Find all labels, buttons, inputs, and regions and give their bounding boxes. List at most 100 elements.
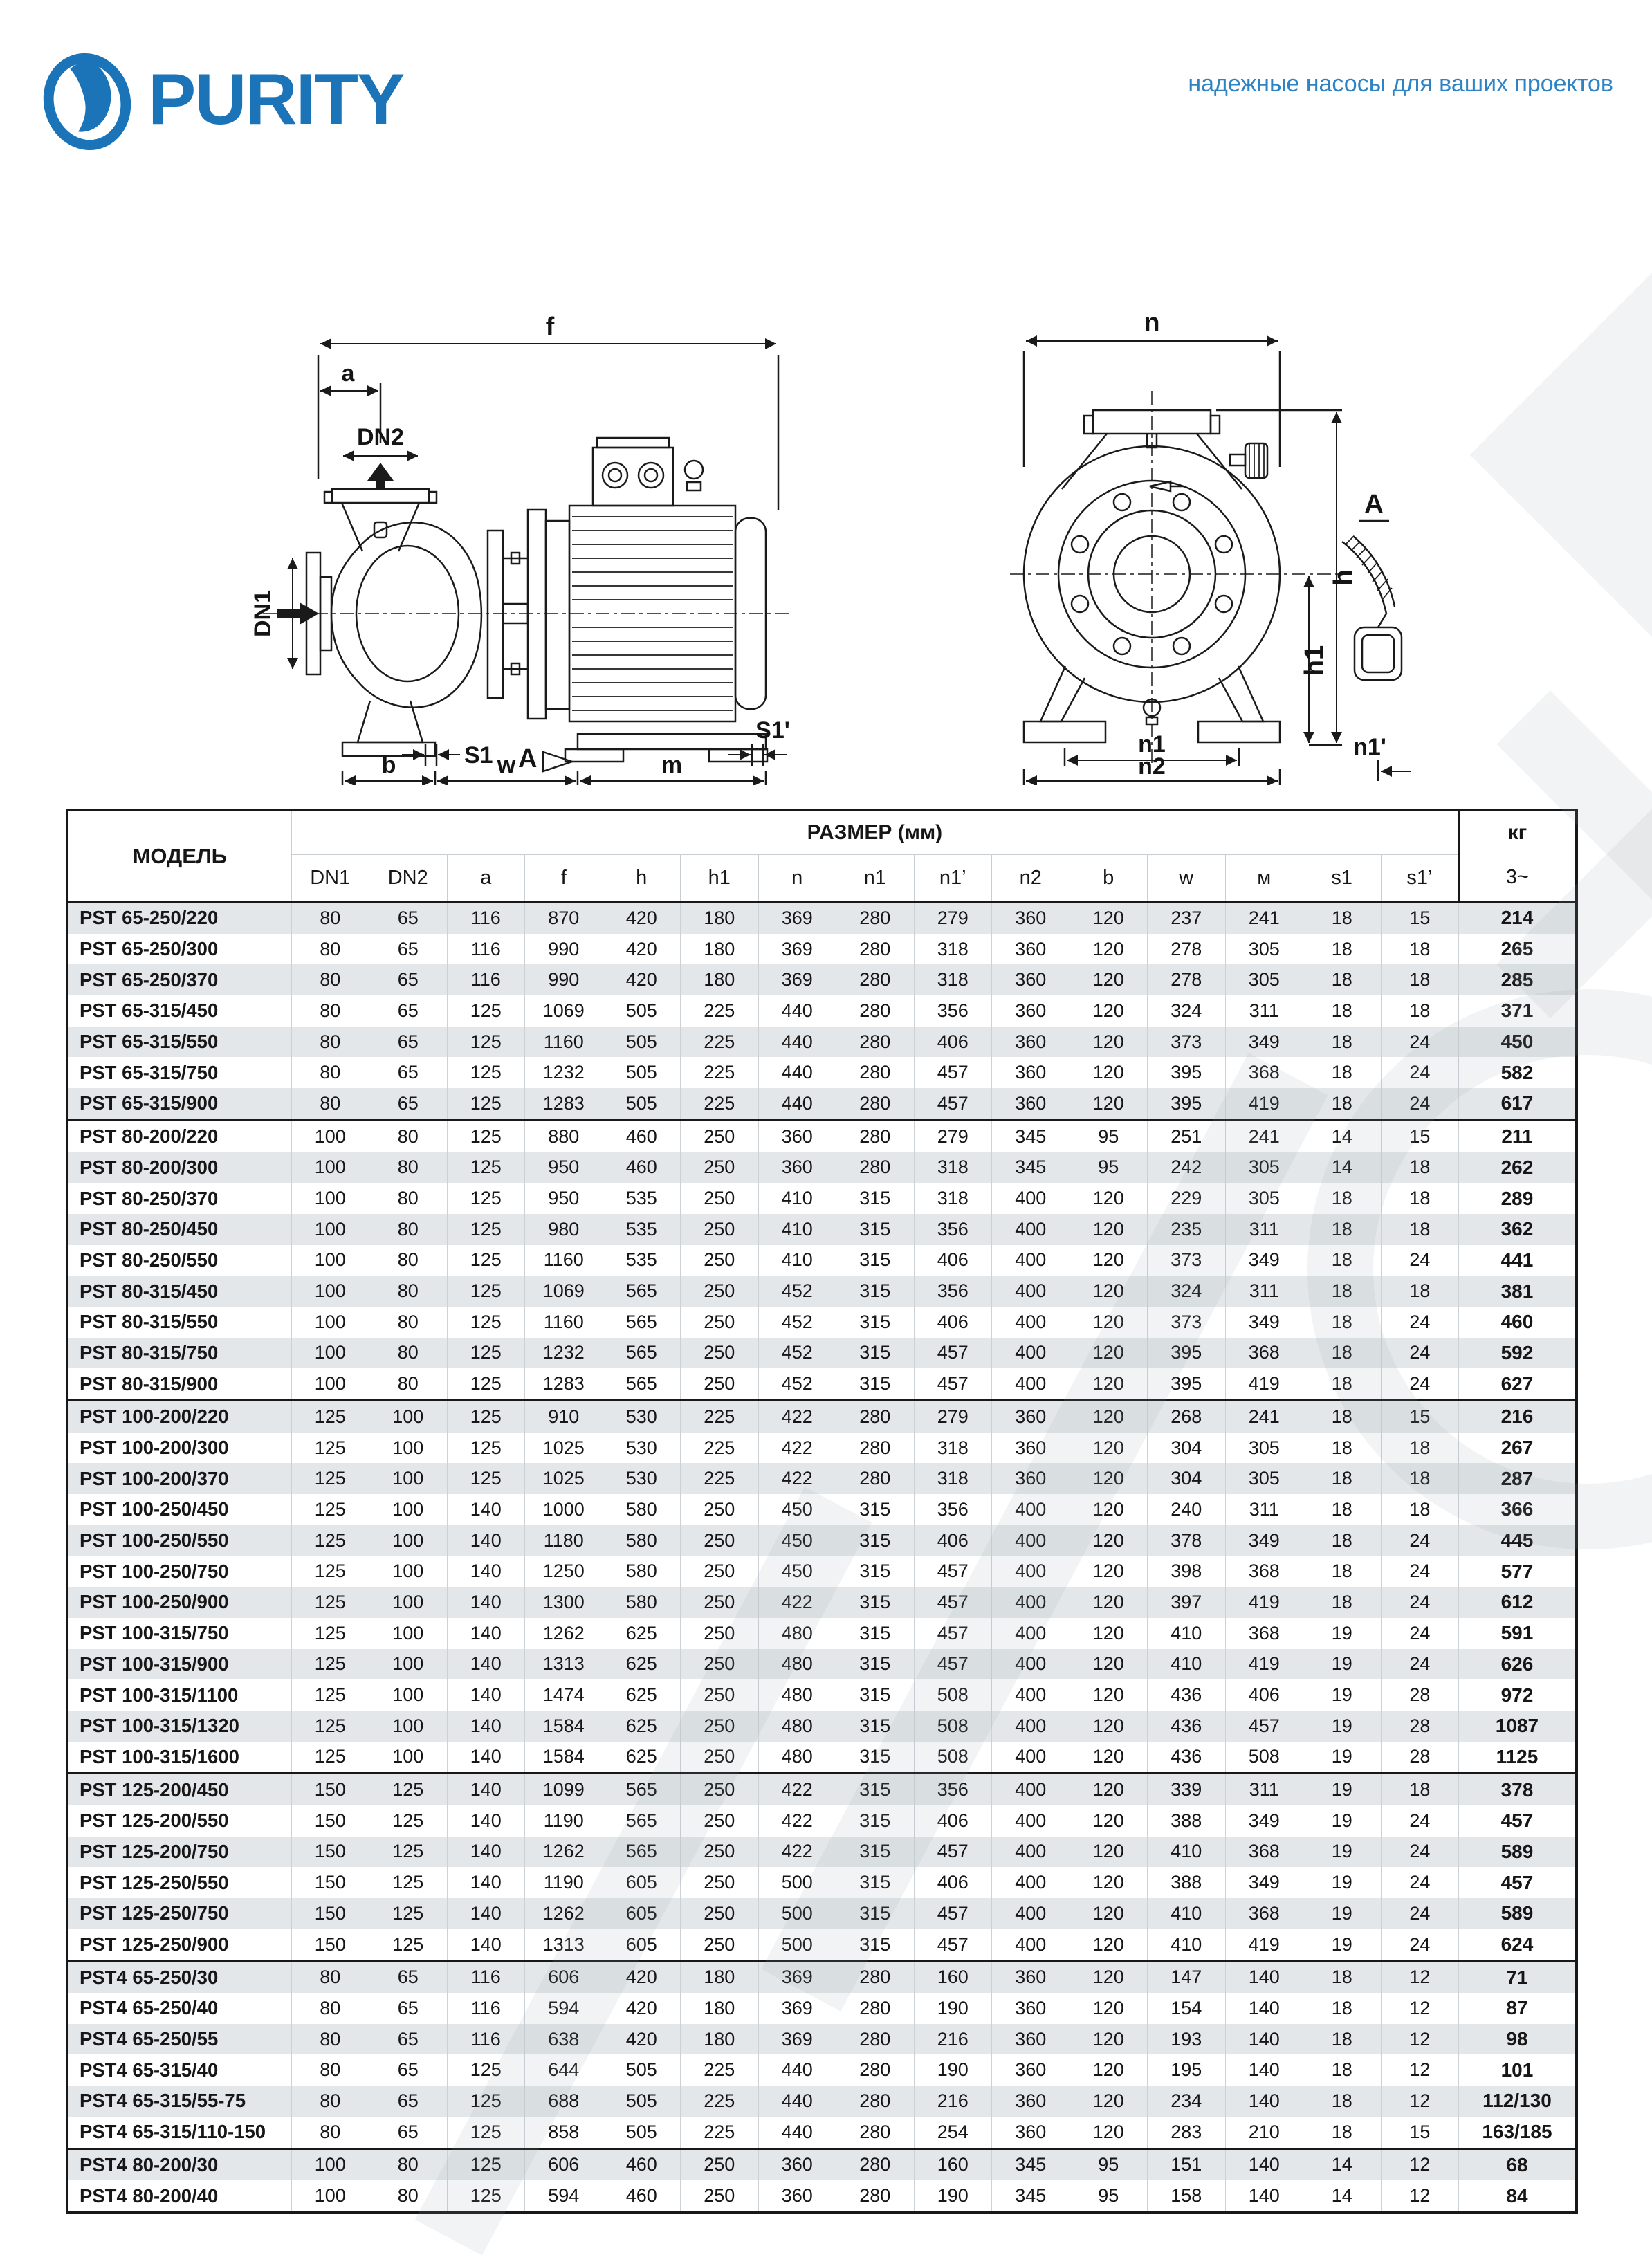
value-cell: 100 <box>291 2147 369 2181</box>
value-cell: 419 <box>1224 1648 1303 1680</box>
dim-label-dn2: DN2 <box>357 424 404 450</box>
value-cell: 400 <box>991 1929 1070 1961</box>
value-cell: 140 <box>446 1867 525 1898</box>
value-cell: 315 <box>836 1276 914 1307</box>
value-cell: 125 <box>291 1648 369 1680</box>
value-cell: 400 <box>991 1898 1070 1929</box>
value-cell: 120 <box>1069 1898 1148 1929</box>
value-cell: 369 <box>758 933 836 965</box>
column-header-b: b <box>1069 854 1148 902</box>
value-cell: 280 <box>836 1993 914 2024</box>
value-cell: 250 <box>680 1525 758 1556</box>
value-cell: 480 <box>758 1648 836 1680</box>
value-cell: 250 <box>680 1772 758 1805</box>
value-cell: 315 <box>836 1710 914 1742</box>
value-cell: 1262 <box>524 1898 603 1929</box>
value-cell: 18 <box>1303 901 1381 934</box>
value-cell: 120 <box>1069 1368 1148 1401</box>
value-cell: 24 <box>1380 1648 1459 1680</box>
table-row: PST 65-250/370 80 65 116 990 420 180 369 280 318 3… <box>67 964 1577 996</box>
value-cell: 120 <box>1069 1432 1148 1464</box>
value-cell: 305 <box>1224 1152 1303 1184</box>
model-cell: PST 65-250/300 <box>80 938 219 960</box>
value-cell: 19 <box>1303 1772 1381 1805</box>
value-cell: 24 <box>1380 1929 1459 1961</box>
value-cell: 120 <box>1069 964 1148 996</box>
detail-a-label: A <box>1364 490 1383 519</box>
value-cell: 625 <box>602 1710 681 1742</box>
value-cell: 120 <box>1069 1587 1148 1618</box>
table-row: PST 80-250/370 100 80 125 950 535 250 410 315 318… <box>67 1183 1577 1214</box>
value-cell: 457 <box>913 1898 992 1929</box>
value-cell: 373 <box>1147 1306 1225 1338</box>
value-cell: 1262 <box>524 1836 603 1868</box>
value-cell: 180 <box>680 1960 758 1994</box>
value-cell: 457 <box>913 1929 992 1961</box>
value-cell: 100 <box>369 1710 447 1742</box>
value-cell: 360 <box>991 2054 1070 2086</box>
value-cell: 280 <box>836 1057 914 1089</box>
value-cell: 400 <box>991 1556 1070 1587</box>
value-cell: 505 <box>602 1088 681 1121</box>
value-cell: 440 <box>758 995 836 1027</box>
value-cell: 400 <box>991 1525 1070 1556</box>
value-cell: 24 <box>1380 1244 1459 1276</box>
value-cell: 125 <box>291 1399 369 1433</box>
value-cell: 140 <box>1224 2147 1303 2181</box>
value-cell: 419 <box>1224 1368 1303 1401</box>
value-cell: 100 <box>291 1213 369 1245</box>
value-cell: 18 <box>1380 995 1459 1027</box>
weight-cell: 101 <box>1458 2054 1577 2086</box>
value-cell: 140 <box>446 1772 525 1805</box>
value-cell: 80 <box>291 1960 369 1994</box>
value-cell: 160 <box>913 2147 992 2181</box>
weight-cell: 262 <box>1458 1152 1577 1184</box>
weight-cell: 112/130 <box>1458 2086 1577 2117</box>
value-cell: 24 <box>1380 1587 1459 1618</box>
model-cell: PST 125-250/750 <box>80 1902 229 1924</box>
value-cell: 406 <box>913 1525 992 1556</box>
value-cell: 65 <box>369 2116 447 2148</box>
value-cell: 315 <box>836 1525 914 1556</box>
table-row: PST 125-250/550 150 125 140 1190 605 250 500 315… <box>67 1867 1577 1898</box>
value-cell: 100 <box>291 1306 369 1338</box>
value-cell: 452 <box>758 1306 836 1338</box>
value-cell: 420 <box>602 964 681 996</box>
value-cell: 125 <box>446 2116 525 2148</box>
value-cell: 120 <box>1069 1183 1148 1214</box>
model-cell: PST4 65-315/110-150 <box>80 2121 266 2143</box>
value-cell: 125 <box>369 1836 447 1868</box>
value-cell: 360 <box>991 901 1070 934</box>
value-cell: 80 <box>369 1276 447 1307</box>
table-row: PST 100-250/900 125 100 140 1300 580 250 422 315… <box>67 1587 1577 1618</box>
table-row: PST4 65-315/40 80 65 125 644 505 225 440 280 190 3… <box>67 2054 1577 2086</box>
value-cell: 315 <box>836 1805 914 1837</box>
value-cell: 406 <box>1224 1679 1303 1711</box>
brand-tagline: надежные насосы для ваших проектов <box>1188 71 1613 97</box>
value-cell: 625 <box>602 1741 681 1774</box>
value-cell: 18 <box>1303 1057 1381 1089</box>
value-cell: 12 <box>1380 1993 1459 2024</box>
weight-cell: 71 <box>1458 1960 1577 1994</box>
weight-cell: 68 <box>1458 2147 1577 2181</box>
dim-label-n: n <box>1144 309 1159 338</box>
value-cell: 120 <box>1069 2023 1148 2055</box>
value-cell: 150 <box>291 1867 369 1898</box>
model-cell: PST 100-315/900 <box>80 1653 229 1675</box>
value-cell: 125 <box>446 1026 525 1058</box>
value-cell: 369 <box>758 1960 836 1994</box>
value-cell: 315 <box>836 1183 914 1214</box>
value-cell: 14 <box>1303 1119 1381 1152</box>
value-cell: 280 <box>836 901 914 934</box>
value-cell: 120 <box>1069 1244 1148 1276</box>
value-cell: 315 <box>836 1368 914 1401</box>
value-cell: 440 <box>758 1088 836 1121</box>
value-cell: 1584 <box>524 1741 603 1774</box>
value-cell: 80 <box>291 933 369 965</box>
value-cell: 225 <box>680 2086 758 2117</box>
value-cell: 80 <box>291 2054 369 2086</box>
value-cell: 315 <box>836 1898 914 1929</box>
dim-label-f: f <box>546 313 555 342</box>
value-cell: 638 <box>524 2023 603 2055</box>
value-cell: 100 <box>369 1399 447 1433</box>
